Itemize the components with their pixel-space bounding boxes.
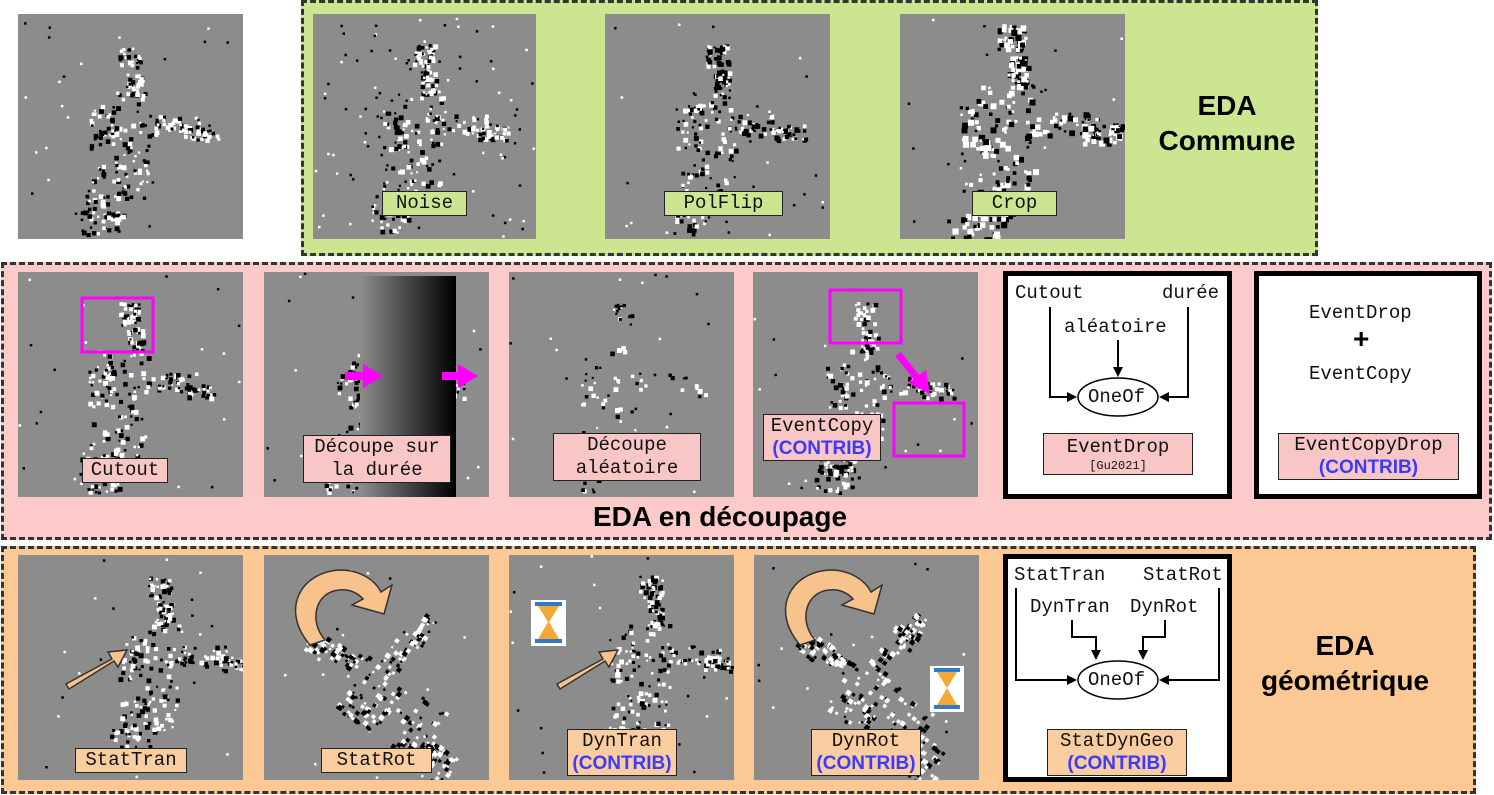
random-cut-label-line2: aléatoire: [575, 457, 679, 479]
eventdrop-input-duree: durée: [1162, 282, 1220, 304]
eventdrop-input-aleatoire: aléatoire: [1064, 316, 1167, 338]
event-speckles: [907, 18, 1125, 239]
dyntran-label: DynTran (CONTRIB): [567, 729, 677, 776]
eventdrop-label: EventDrop [Gu2021]: [1043, 433, 1193, 475]
copydrop-plus-sign: +: [1353, 323, 1370, 354]
geometric-title-line1: EDA: [1315, 630, 1375, 661]
dynrot-rotate-icon: [784, 569, 884, 646]
dynrot-label: DynRot (CONTRIB): [811, 729, 921, 776]
original-event-frame: [18, 14, 243, 239]
dyntran-label-name: DynTran: [582, 730, 662, 752]
eventcopy-label-name: EventCopy: [770, 415, 874, 437]
time-cut-label: Découpe sur la durée: [303, 435, 451, 483]
geo-input-statrot: StatRot: [1143, 564, 1223, 586]
cutting-augmentation-panel: [1, 262, 1492, 540]
random-cut-label: Découpe aléatoire: [553, 433, 701, 481]
geo-input-stattran: StatTran: [1014, 564, 1106, 586]
common-section-title: EDA Commune: [1140, 88, 1314, 158]
random-cut-label-line1: Découpe: [587, 434, 667, 456]
hourglass-icon-dynrot: [930, 666, 964, 712]
dyntran-arrow-icon: [555, 649, 620, 691]
statrot-label: StatRot: [321, 748, 432, 773]
common-title-line2: Commune: [1158, 125, 1296, 156]
eventcopy-label: EventCopy (CONTRIB): [763, 414, 881, 461]
geometric-title-line2: géométrique: [1260, 665, 1430, 696]
statdyngeo-contrib: (CONTRIB): [1067, 753, 1167, 774]
geometric-section-title: EDA géométrique: [1240, 628, 1450, 698]
noise-label: Noise: [382, 191, 467, 216]
time-cut-label-line2: la durée: [331, 459, 423, 481]
geo-input-dynrot: DynRot: [1130, 596, 1199, 618]
time-cut-label-line1: Découpe sur: [314, 436, 440, 458]
hourglass-icon-dyntran: [531, 600, 566, 646]
cutting-section-title: EDA en découpage: [592, 501, 848, 532]
copydrop-eventdrop-text: EventDrop: [1309, 302, 1412, 324]
statrot-rotate-icon: [294, 569, 394, 646]
crop-label: Crop: [972, 191, 1057, 216]
crop-event-frame: [900, 14, 1125, 239]
event-speckles: [18, 275, 241, 495]
polflip-label: PolFlip: [664, 191, 783, 216]
cutout-highlight-box: [80, 296, 155, 354]
eventdrop-oneof-node: [1077, 377, 1159, 417]
time-arrow-2: [442, 364, 478, 388]
eventcopy-target-box: [892, 401, 966, 458]
stattran-arrow-icon: [64, 649, 129, 691]
dynrot-contrib: (CONTRIB): [816, 753, 916, 774]
event-speckles: [45, 558, 243, 779]
eventdrop-input-cutout: Cutout: [1015, 282, 1084, 304]
eventcopydrop-contrib: (CONTRIB): [1318, 457, 1419, 478]
geo-input-dyntran: DynTran: [1030, 596, 1110, 618]
geo-oneof-node: [1077, 660, 1159, 700]
eventdrop-label-name: EventDrop: [1066, 436, 1170, 458]
eventcopy-arrow: [895, 351, 930, 394]
time-arrow-1: [345, 364, 383, 388]
eventcopy-contrib: (CONTRIB): [772, 438, 872, 459]
geo-oneof-label: OneOf: [1088, 669, 1146, 691]
copydrop-eventcopy-text: EventCopy: [1309, 363, 1412, 385]
common-title-line1: EDA: [1197, 90, 1257, 121]
dynrot-label-name: DynRot: [831, 730, 901, 752]
stattran-label: StatTran: [75, 748, 187, 773]
stattran-event-frame: [18, 555, 243, 780]
cutout-label: Cutout: [82, 458, 168, 483]
eventdrop-oneof-label: OneOf: [1088, 386, 1146, 408]
event-speckles: [24, 22, 229, 238]
eventcopydrop-label-name: EventCopyDrop: [1294, 434, 1443, 456]
eventcopydrop-label: EventCopyDrop (CONTRIB): [1278, 433, 1459, 480]
eventcopy-source-box: [828, 288, 903, 345]
statdyngeo-label-name: StatDynGeo: [1059, 730, 1175, 752]
statdyngeo-label: StatDynGeo (CONTRIB): [1047, 729, 1187, 776]
eventdrop-reference: [Gu2021]: [1089, 459, 1147, 473]
dyntran-contrib: (CONTRIB): [572, 753, 672, 774]
